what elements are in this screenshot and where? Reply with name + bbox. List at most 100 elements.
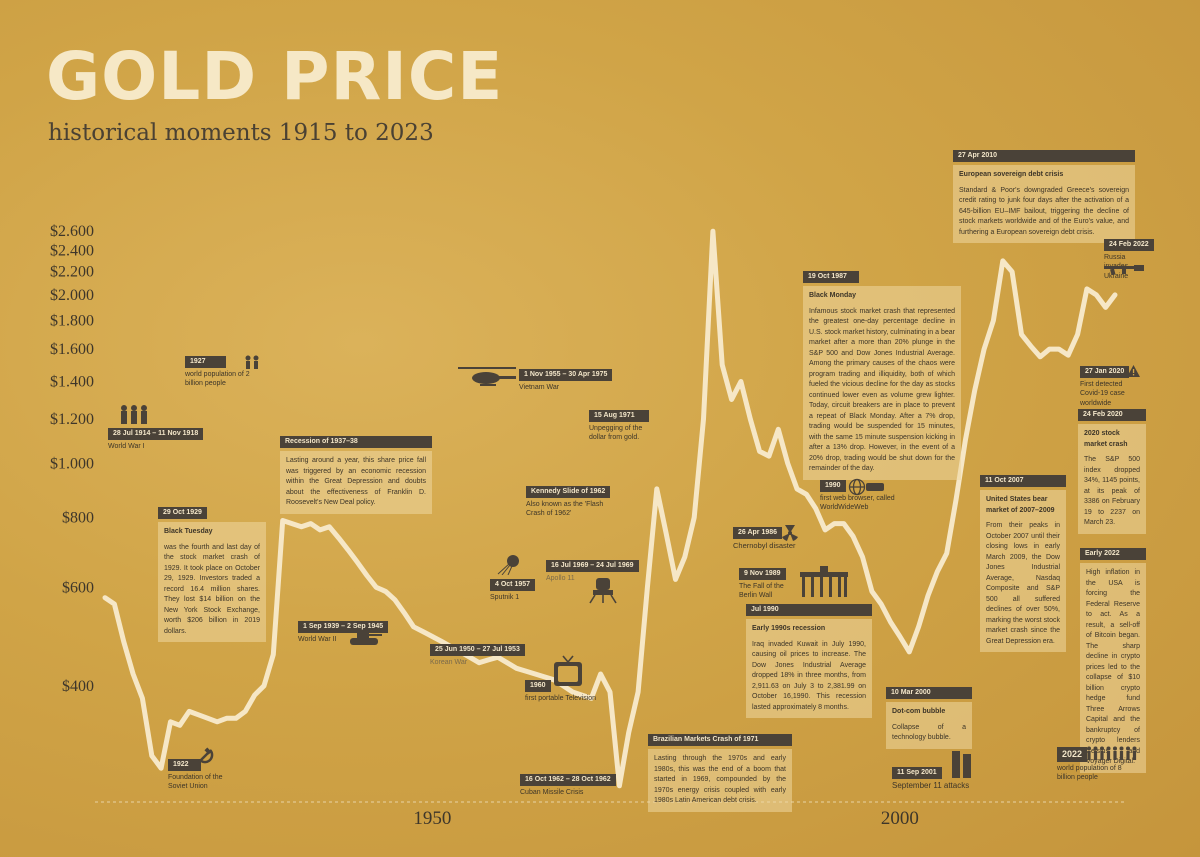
event-stock-crash-2020-title: 2020 stock market crash: [1084, 430, 1128, 448]
data-point: [225, 717, 228, 720]
data-point: [515, 667, 518, 670]
event-early-2022-date: Early 2022: [1080, 548, 1146, 561]
event-soviet-union: 1922 Foundation of the Soviet Union: [168, 759, 228, 792]
event-portable-tv-label: first portable Television: [525, 695, 597, 703]
event-black-monday-text: Infamous stock market crash that represe…: [809, 307, 955, 473]
event-dot-com-text: Collapse of a technology bubble.: [892, 723, 966, 742]
soldiers-icon: [121, 405, 147, 424]
data-point: [702, 417, 705, 421]
y-tick-label: $600: [62, 579, 94, 596]
event-kennedy-slide: Kennedy Slide of 1962 Also known as the …: [526, 486, 611, 519]
data-point: [683, 555, 687, 559]
event-kennedy-slide-date: Kennedy Slide of 1962: [526, 486, 611, 499]
data-point: [1085, 287, 1089, 291]
event-cuban-crisis-label: Cuban Missile Crisis: [520, 789, 584, 797]
data-point: [982, 347, 986, 351]
data-point: [786, 462, 789, 465]
event-sputnik-date: 4 Oct 1957: [490, 579, 536, 592]
x-tick-label: 2000: [881, 808, 919, 829]
event-portable-tv: 1960 first portable Television: [525, 680, 605, 703]
crowd-icon: [1087, 746, 1137, 760]
data-point: [805, 493, 808, 496]
sputnik-icon: [497, 555, 519, 575]
data-point: [1001, 259, 1004, 263]
television-icon: [554, 655, 582, 686]
event-berlin-wall-label: The Fall of the Berlin Wall: [739, 583, 784, 600]
data-point: [113, 602, 116, 606]
data-point: [842, 522, 845, 525]
data-point: [674, 578, 677, 581]
event-ww2-date: 1 Sep 1939 – 2 Sep 1945: [298, 621, 389, 634]
event-apollo-11-date: 16 Jul 1969 – 24 Jul 1969: [546, 560, 639, 573]
data-point: [290, 522, 294, 525]
event-stock-crash-2020: 24 Feb 2020 2020 stock market crash The …: [1078, 409, 1146, 534]
data-point: [1020, 333, 1023, 336]
data-point: [730, 398, 733, 401]
data-point: [1057, 347, 1061, 351]
data-point: [608, 690, 612, 694]
data-point: [945, 552, 948, 555]
event-2022-population: 2022 world population of 8 billion peopl…: [1057, 747, 1137, 782]
data-point: [421, 630, 425, 633]
data-point: [898, 635, 902, 638]
event-apollo-11-label: Apollo 11: [546, 575, 575, 583]
event-black-tuesday-date: 29 Oct 1929: [158, 507, 207, 520]
event-vietnam-war: 1 Nov 1955 – 30 Apr 1975 Vietnam War: [519, 369, 614, 392]
data-point: [636, 690, 640, 694]
data-point: [262, 684, 266, 688]
event-stock-crash-2020-date: 24 Feb 2020: [1078, 409, 1146, 422]
data-point: [908, 650, 911, 654]
data-point: [141, 697, 144, 700]
data-point: [543, 675, 546, 679]
data-point: [365, 574, 369, 577]
event-bear-market-date: 11 Oct 2007: [980, 475, 1066, 488]
event-early-90s-date: Jul 1990: [746, 604, 872, 617]
event-1927-population: 1927 world population of 2 billion peopl…: [185, 356, 265, 389]
data-point: [150, 754, 153, 757]
event-september-11: 11 Sep 2001 September 11 attacks: [892, 767, 987, 792]
event-early-90s-text: Iraq invaded Kuwait in July 1990, causin…: [752, 640, 866, 711]
data-point: [122, 640, 125, 643]
event-black-tuesday-title: Black Tuesday: [164, 528, 213, 536]
event-ww2-label: World War II: [298, 636, 337, 644]
event-dot-com: 10 Mar 2000 Dot-com bubble Collapse of a…: [886, 687, 972, 749]
event-september-11-date: 11 Sep 2001: [892, 767, 942, 780]
y-tick-label: $1.600: [50, 341, 94, 358]
event-korean-war: 25 Jun 1950 – 27 Jul 1953 Korean War: [430, 644, 525, 667]
data-point: [655, 487, 658, 491]
event-bear-market-title: United States bear market of 2007–2009: [986, 496, 1055, 514]
data-point: [1067, 354, 1070, 357]
event-recession-1937-text: Lasting around a year, this share price …: [286, 457, 426, 507]
event-recession-1937-title: Recession of 1937–38: [280, 436, 432, 449]
event-1927-label: world population of 2 billion people: [185, 371, 250, 388]
event-unpegging-label: Unpegging of the dollar from gold.: [589, 425, 643, 442]
event-russia-ukraine-date: 24 Feb 2022: [1104, 239, 1154, 252]
event-ww2: 1 Sep 1939 – 2 Sep 1945 World War II: [298, 621, 389, 644]
data-point: [346, 548, 350, 552]
event-sputnik-label: Sputnik 1: [490, 594, 520, 602]
data-point: [131, 672, 135, 676]
event-black-monday-title: Black Monday: [809, 292, 857, 300]
data-point: [318, 528, 322, 532]
data-point: [749, 417, 752, 421]
data-point: [524, 669, 528, 673]
event-euro-debt-text: Standard & Poor's downgraded Greece's so…: [959, 186, 1129, 236]
y-tick-label: $1.200: [50, 411, 94, 428]
data-point: [973, 389, 976, 392]
event-black-monday-date: 19 Oct 1987: [803, 271, 859, 284]
y-tick-label: $2.400: [50, 243, 94, 260]
event-bear-market-text: From their peaks in October 2007 until t…: [986, 522, 1060, 645]
event-2022-population-date: 2022: [1057, 747, 1088, 762]
data-point: [384, 590, 387, 593]
data-point: [618, 784, 621, 788]
event-black-tuesday-text: was the fourth and last day of the stock…: [164, 543, 260, 635]
data-point: [1048, 347, 1051, 351]
event-bear-market-2007: 11 Oct 2007 United States bear market of…: [980, 475, 1066, 653]
event-stock-crash-2020-text: The S&P 500 index dropped 34%, 1145 poin…: [1084, 456, 1140, 527]
y-tick-label: $400: [62, 678, 94, 695]
event-early-2022: Early 2022 High inflation in the USA is …: [1080, 548, 1146, 773]
people-icon: [245, 355, 259, 369]
helicopter-icon: [458, 367, 516, 386]
event-unpegging: 15 Aug 1971 Unpegging of the dollar from…: [589, 410, 651, 443]
data-point: [496, 656, 499, 659]
